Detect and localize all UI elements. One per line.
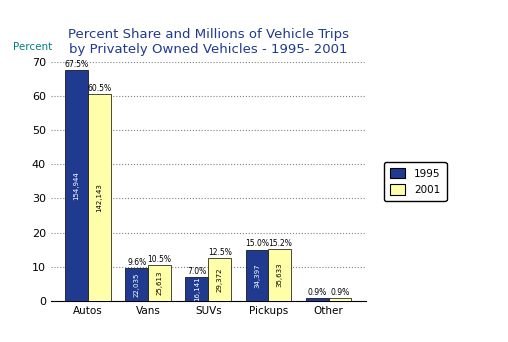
Text: 9.6%: 9.6%: [127, 258, 146, 267]
Bar: [268, 249, 291, 301]
Bar: [88, 94, 111, 301]
Bar: [125, 268, 148, 301]
Text: 12.5%: 12.5%: [208, 248, 232, 257]
Text: 25,613: 25,613: [156, 271, 163, 295]
Text: 22,035: 22,035: [134, 272, 140, 297]
Text: 0.9%: 0.9%: [330, 288, 350, 297]
Bar: [329, 298, 352, 301]
Text: 154,944: 154,944: [74, 171, 80, 200]
Bar: [185, 277, 208, 301]
Text: Percent: Percent: [13, 42, 52, 52]
Text: 7.0%: 7.0%: [187, 267, 206, 276]
Text: 67.5%: 67.5%: [65, 60, 88, 69]
Text: 29,372: 29,372: [217, 267, 223, 292]
Bar: [208, 258, 231, 301]
Legend: 1995, 2001: 1995, 2001: [384, 161, 447, 201]
Text: 15.0%: 15.0%: [245, 239, 269, 248]
Text: 60.5%: 60.5%: [87, 84, 111, 93]
Bar: [65, 70, 88, 301]
Bar: [148, 265, 171, 301]
Text: 10.5%: 10.5%: [147, 255, 172, 264]
Title: Percent Share and Millions of Vehicle Trips
by Privately Owned Vehicles - 1995- : Percent Share and Millions of Vehicle Tr…: [68, 28, 349, 56]
Bar: [245, 250, 268, 301]
Text: 34,397: 34,397: [254, 263, 260, 288]
Bar: [306, 298, 329, 301]
Text: 142,143: 142,143: [97, 183, 103, 212]
Text: 35,633: 35,633: [277, 263, 283, 287]
Text: 0.9%: 0.9%: [307, 288, 327, 297]
Text: 15.2%: 15.2%: [268, 239, 292, 248]
Text: 16,141: 16,141: [194, 277, 200, 301]
